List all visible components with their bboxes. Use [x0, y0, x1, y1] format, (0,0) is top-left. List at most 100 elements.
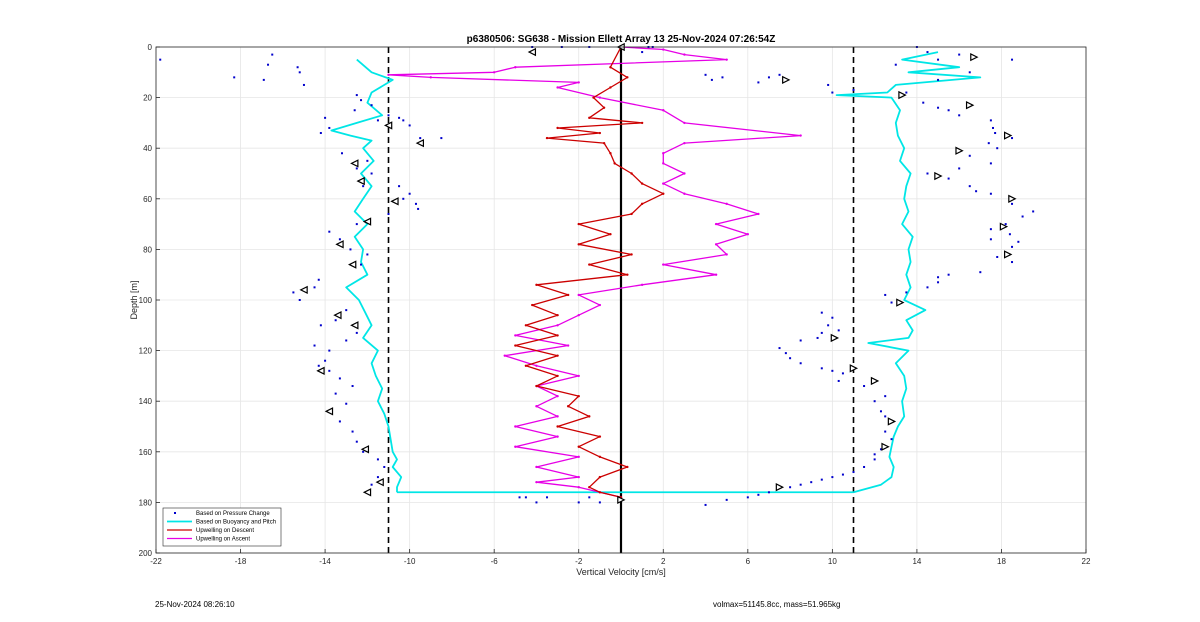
- pressure-change-point: [820, 311, 823, 314]
- x-tick-label: -6: [491, 557, 499, 566]
- pressure-change-point: [905, 91, 908, 94]
- pressure-change-point: [863, 385, 866, 388]
- pressure-change-point: [890, 438, 893, 441]
- pressure-change-point: [831, 476, 834, 479]
- descent-triangle-marker: [324, 407, 334, 416]
- ascent-triangle-marker: [782, 75, 791, 85]
- pressure-change-point: [355, 331, 358, 334]
- ascent-triangle-marker: [896, 298, 905, 307]
- pressure-change-point: [989, 238, 992, 241]
- pressure-change-point: [360, 263, 363, 266]
- legend-label: Based on Pressure Change: [196, 511, 270, 517]
- ascent-triangle-marker: [775, 483, 785, 492]
- pressure-change-point: [349, 248, 352, 251]
- pressure-change-point: [1011, 202, 1014, 205]
- upwelling-ascent-point: [577, 293, 580, 297]
- legend: Based on Pressure Change Based on Buoyanc…: [162, 507, 282, 547]
- pressure-change-point: [345, 339, 348, 342]
- pressure-change-point: [852, 89, 855, 92]
- pressure-change-point: [996, 147, 999, 150]
- pressure-change-point: [789, 486, 792, 489]
- upwelling-descent-point: [577, 445, 580, 448]
- upwelling-ascent-point: [556, 324, 559, 327]
- pressure-change-point: [994, 132, 997, 135]
- pressure-change-point: [313, 344, 316, 347]
- pressure-change-point: [989, 119, 992, 122]
- pressure-change-point: [296, 66, 299, 69]
- ascent-triangle-marker: [965, 101, 975, 110]
- upwelling-descent-point: [556, 334, 559, 337]
- upwelling-ascent-point: [535, 405, 538, 408]
- pressure-change-point: [958, 53, 961, 56]
- x-axis-label: Vertical Velocity [cm/s]: [576, 567, 666, 577]
- pressure-change-point: [820, 331, 823, 334]
- x-tick-label: 6: [746, 557, 751, 566]
- pressure-change-point: [958, 167, 961, 170]
- ascent-triangle-marker: [955, 146, 964, 155]
- pressure-change-point: [704, 503, 707, 506]
- upwelling-ascent-point: [683, 121, 686, 125]
- pressure-change-point: [810, 481, 813, 484]
- descent-triangle-marker: [362, 488, 372, 497]
- upwelling-descent-point: [566, 405, 570, 408]
- pressure-change-point: [328, 349, 331, 352]
- upwelling-descent-point: [609, 66, 612, 69]
- upwelling-descent-point: [630, 253, 633, 256]
- pressure-change-point: [334, 319, 337, 322]
- upwelling-ascent-point: [535, 465, 538, 469]
- upwelling-ascent-point: [577, 475, 580, 479]
- pressure-change-point: [387, 212, 390, 215]
- upwelling-descent-point: [524, 364, 528, 367]
- pressure-change-point: [271, 53, 274, 56]
- upwelling-descent-point: [577, 243, 580, 246]
- upwelling-descent-point: [556, 354, 559, 357]
- upwelling-ascent-point: [640, 283, 644, 287]
- upwelling-ascent-point: [662, 182, 665, 185]
- pressure-change-point: [926, 172, 929, 175]
- pressure-change-point: [827, 324, 830, 327]
- pressure-change-point: [968, 154, 971, 157]
- pressure-change-point: [989, 228, 992, 231]
- pressure-change-point: [863, 465, 866, 468]
- pressure-change-point: [873, 400, 876, 403]
- pressure-change-point: [890, 301, 893, 304]
- x-tick-label: 10: [828, 557, 837, 566]
- upwelling-descent-point: [588, 486, 591, 489]
- pressure-change-point: [577, 501, 580, 504]
- ascent-triangle-marker: [617, 495, 626, 505]
- pressure-change-point: [398, 116, 401, 119]
- pressure-change-point: [820, 367, 823, 370]
- upwelling-descent-line: [514, 46, 664, 498]
- descent-triangle-marker: [335, 240, 344, 249]
- pressure-change-point: [376, 476, 379, 479]
- ascent-triangle-marker: [999, 222, 1009, 231]
- upwelling-descent-point: [626, 76, 629, 79]
- descent-triangle-marker: [527, 47, 537, 57]
- pressure-change-point: [937, 276, 940, 279]
- pressure-change-point: [1011, 261, 1014, 264]
- y-tick-label: 180: [139, 498, 153, 507]
- pressure-change-point: [947, 109, 950, 112]
- pressure-change-point: [767, 491, 770, 494]
- pressure-change-point: [334, 392, 337, 395]
- upwelling-descent-point: [545, 136, 549, 140]
- descent-triangle-marker: [375, 477, 384, 487]
- upwelling-descent-point: [609, 233, 612, 236]
- upwelling-descent-point: [662, 192, 665, 195]
- upwelling-ascent-point: [514, 425, 517, 428]
- pressure-change-point: [987, 142, 990, 145]
- pressure-change-point: [996, 255, 999, 258]
- pressure-change-point: [937, 106, 940, 109]
- descent-triangle-marker: [356, 176, 365, 186]
- pressure-change-point: [362, 185, 365, 188]
- upwelling-ascent-point: [757, 212, 760, 216]
- pressure-change-point: [262, 78, 265, 81]
- upwelling-descent-point: [613, 162, 616, 165]
- pressure-change-point: [841, 473, 844, 476]
- y-tick-label: 20: [143, 94, 152, 103]
- pressure-change-point: [757, 493, 760, 496]
- pressure-change-point: [317, 364, 320, 367]
- pressure-change-point: [370, 172, 373, 175]
- pressure-change-point: [408, 192, 411, 195]
- y-tick-label: 120: [139, 347, 153, 356]
